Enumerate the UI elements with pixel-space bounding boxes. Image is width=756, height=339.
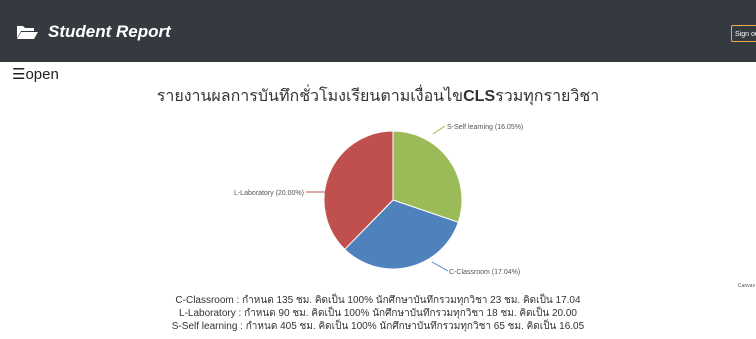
app-title: Student Report — [48, 22, 171, 41]
folder-open-icon — [17, 26, 38, 39]
report-title-bold: CLS — [463, 88, 496, 105]
pie-label: L-Laboratory (20.00%) — [234, 190, 304, 197]
pie-slice-s-self-learning — [392, 130, 463, 223]
pie-leader-line — [432, 125, 446, 135]
sidebar-open-toggle[interactable]: ☰open — [12, 66, 59, 83]
summary-text: C-Classroom : กำหนด 135 ชม. คิดเป็น 100%… — [0, 294, 756, 333]
summary-line-laboratory: L-Laboratory : กำหนด 90 ชม. คิดเป็น 100%… — [179, 308, 577, 319]
pie-slice-l-laboratory — [323, 130, 394, 251]
report-title-prefix: รายงานผลการบันทึกชั่วโมงเรียนตามเงื่อนไข — [156, 88, 464, 105]
sign-out-button[interactable]: Sign out — [731, 25, 756, 42]
pie-leader-line — [431, 261, 449, 272]
pie-slice-c-classroom — [344, 199, 459, 270]
report-title: รายงานผลการบันทึกชั่วโมงเรียนตามเงื่อนไข… — [0, 84, 756, 109]
pie-label: S-Self learning (16.05%) — [447, 124, 523, 131]
summary-line-classroom: C-Classroom : กำหนด 135 ชม. คิดเป็น 100%… — [175, 295, 581, 306]
pie-label: C-Classroom (17.04%) — [449, 269, 520, 276]
canvas-side-label: Canvas — [738, 283, 755, 289]
summary-line-self-learning: S-Self learning : กำหนด 405 ชม. คิดเป็น … — [171, 321, 585, 332]
brand[interactable]: Student Report — [16, 22, 171, 42]
report-title-suffix: รวมทุกรายวิชา — [495, 88, 600, 105]
top-navbar: Student Report Sign out — [0, 0, 756, 62]
